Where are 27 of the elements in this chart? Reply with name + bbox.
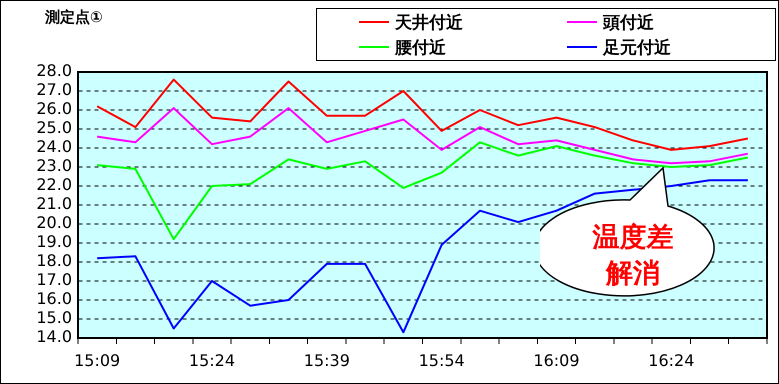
y-tick-label: 28.0 xyxy=(36,61,72,80)
legend-label: 天井付近 xyxy=(395,12,463,34)
x-tick-label: 16:09 xyxy=(533,350,580,370)
y-tick-label: 16.0 xyxy=(36,289,72,308)
y-tick-label: 14.0 xyxy=(36,327,72,346)
y-tick-label: 26.0 xyxy=(36,99,72,118)
legend-label: 頭付近 xyxy=(603,12,654,34)
y-tick-label: 21.0 xyxy=(36,194,72,214)
chart-title: 測定点① xyxy=(45,8,103,27)
y-tick-label: 17.0 xyxy=(36,270,72,290)
legend-label: 足元付近 xyxy=(603,36,671,58)
x-tick-label: 16:24 xyxy=(648,350,694,370)
y-tick-label: 23.0 xyxy=(36,156,72,176)
x-tick-label: 15:24 xyxy=(188,350,236,370)
y-tick-label: 25.0 xyxy=(36,118,72,138)
y-tick-label: 19.0 xyxy=(36,232,72,252)
y-tick-label: 22.0 xyxy=(36,175,72,194)
annotation: 温度差解消 xyxy=(591,221,674,291)
x-tick-label: 15:09 xyxy=(74,350,120,370)
y-tick-label: 24.0 xyxy=(36,137,72,156)
legend-label: 腰付近 xyxy=(395,36,446,58)
x-tick-label: 15:54 xyxy=(418,350,465,370)
y-tick-label: 27.0 xyxy=(36,80,72,100)
y-tick-label: 18.0 xyxy=(36,251,72,270)
y-tick-label: 20.0 xyxy=(36,213,72,232)
y-tick-label: 15.0 xyxy=(36,308,72,328)
x-tick-label: 15:39 xyxy=(304,350,350,370)
